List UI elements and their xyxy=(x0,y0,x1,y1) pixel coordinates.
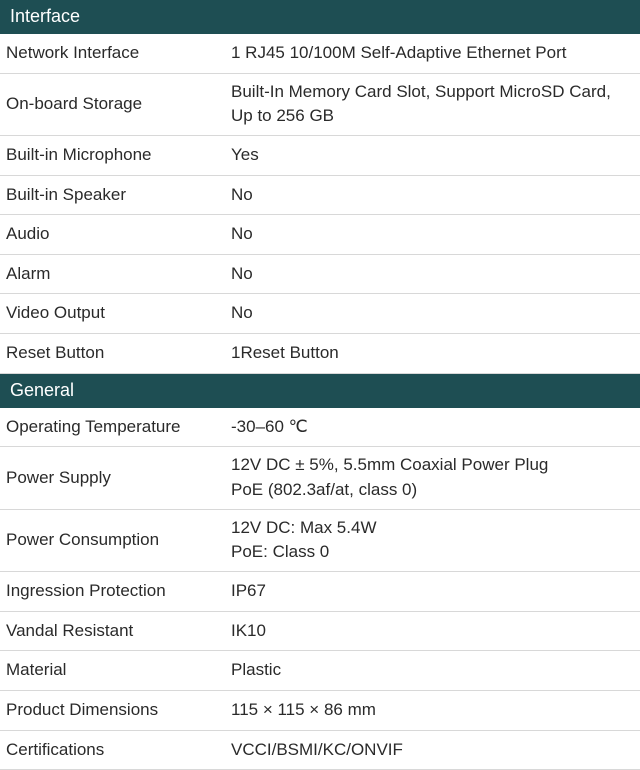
spec-row: Power Supply12V DC ± 5%, 5.5mm Coaxial P… xyxy=(0,447,640,509)
spec-row: Built-in SpeakerNo xyxy=(0,175,640,215)
spec-value: No xyxy=(223,215,640,255)
spec-value: 12V DC ± 5%, 5.5mm Coaxial Power PlugPoE… xyxy=(223,447,640,509)
spec-label: Built-in Speaker xyxy=(0,175,223,215)
section-header: General xyxy=(0,373,640,408)
spec-value: No xyxy=(223,294,640,334)
spec-row: Ingression ProtectionIP67 xyxy=(0,571,640,611)
spec-row: Vandal ResistantIK10 xyxy=(0,611,640,651)
spec-row: On-board StorageBuilt-In Memory Card Slo… xyxy=(0,73,640,135)
spec-row: Network Interface1 RJ45 10/100M Self-Ada… xyxy=(0,34,640,73)
spec-label: Certifications xyxy=(0,730,223,770)
section-header: Interface xyxy=(0,0,640,34)
spec-label: Vandal Resistant xyxy=(0,611,223,651)
spec-value: VCCI/BSMI/KC/ONVIF xyxy=(223,730,640,770)
spec-label: Alarm xyxy=(0,254,223,294)
spec-row: AlarmNo xyxy=(0,254,640,294)
spec-row: Video OutputNo xyxy=(0,294,640,334)
spec-value: No xyxy=(223,175,640,215)
spec-row: Reset Button1Reset Button xyxy=(0,334,640,374)
spec-row: AudioNo xyxy=(0,215,640,255)
spec-value: 12V DC: Max 5.4WPoE: Class 0 xyxy=(223,509,640,571)
spec-row: MaterialPlastic xyxy=(0,651,640,691)
spec-label: Built-in Microphone xyxy=(0,135,223,175)
spec-value: 1Reset Button xyxy=(223,334,640,374)
spec-value-link[interactable]: IP67 xyxy=(223,571,640,611)
spec-label: Reset Button xyxy=(0,334,223,374)
spec-label: Material xyxy=(0,651,223,691)
spec-value: 1 RJ45 10/100M Self-Adaptive Ethernet Po… xyxy=(223,34,640,73)
spec-value: Built-In Memory Card Slot, Support Micro… xyxy=(223,73,640,135)
spec-value: IK10 xyxy=(223,611,640,651)
spec-table: InterfaceNetwork Interface1 RJ45 10/100M… xyxy=(0,0,640,770)
spec-label: Power Consumption xyxy=(0,509,223,571)
spec-label: Operating Temperature xyxy=(0,408,223,447)
spec-label: Ingression Protection xyxy=(0,571,223,611)
spec-row: Operating Temperature-30–60 ℃ xyxy=(0,408,640,447)
spec-value: No xyxy=(223,254,640,294)
spec-row: Power Consumption12V DC: Max 5.4WPoE: Cl… xyxy=(0,509,640,571)
spec-label: Video Output xyxy=(0,294,223,334)
spec-value: Yes xyxy=(223,135,640,175)
spec-value: 115 × 115 × 86 mm xyxy=(223,690,640,730)
spec-value: -30–60 ℃ xyxy=(223,408,640,447)
spec-row: Built-in MicrophoneYes xyxy=(0,135,640,175)
spec-label: Audio xyxy=(0,215,223,255)
spec-label: Power Supply xyxy=(0,447,223,509)
section-title: Interface xyxy=(0,0,640,34)
spec-row: Product Dimensions115 × 115 × 86 mm xyxy=(0,690,640,730)
spec-label: Network Interface xyxy=(0,34,223,73)
spec-label: On-board Storage xyxy=(0,73,223,135)
spec-row: CertificationsVCCI/BSMI/KC/ONVIF xyxy=(0,730,640,770)
spec-label: Product Dimensions xyxy=(0,690,223,730)
section-title: General xyxy=(0,373,640,408)
spec-value: Plastic xyxy=(223,651,640,691)
